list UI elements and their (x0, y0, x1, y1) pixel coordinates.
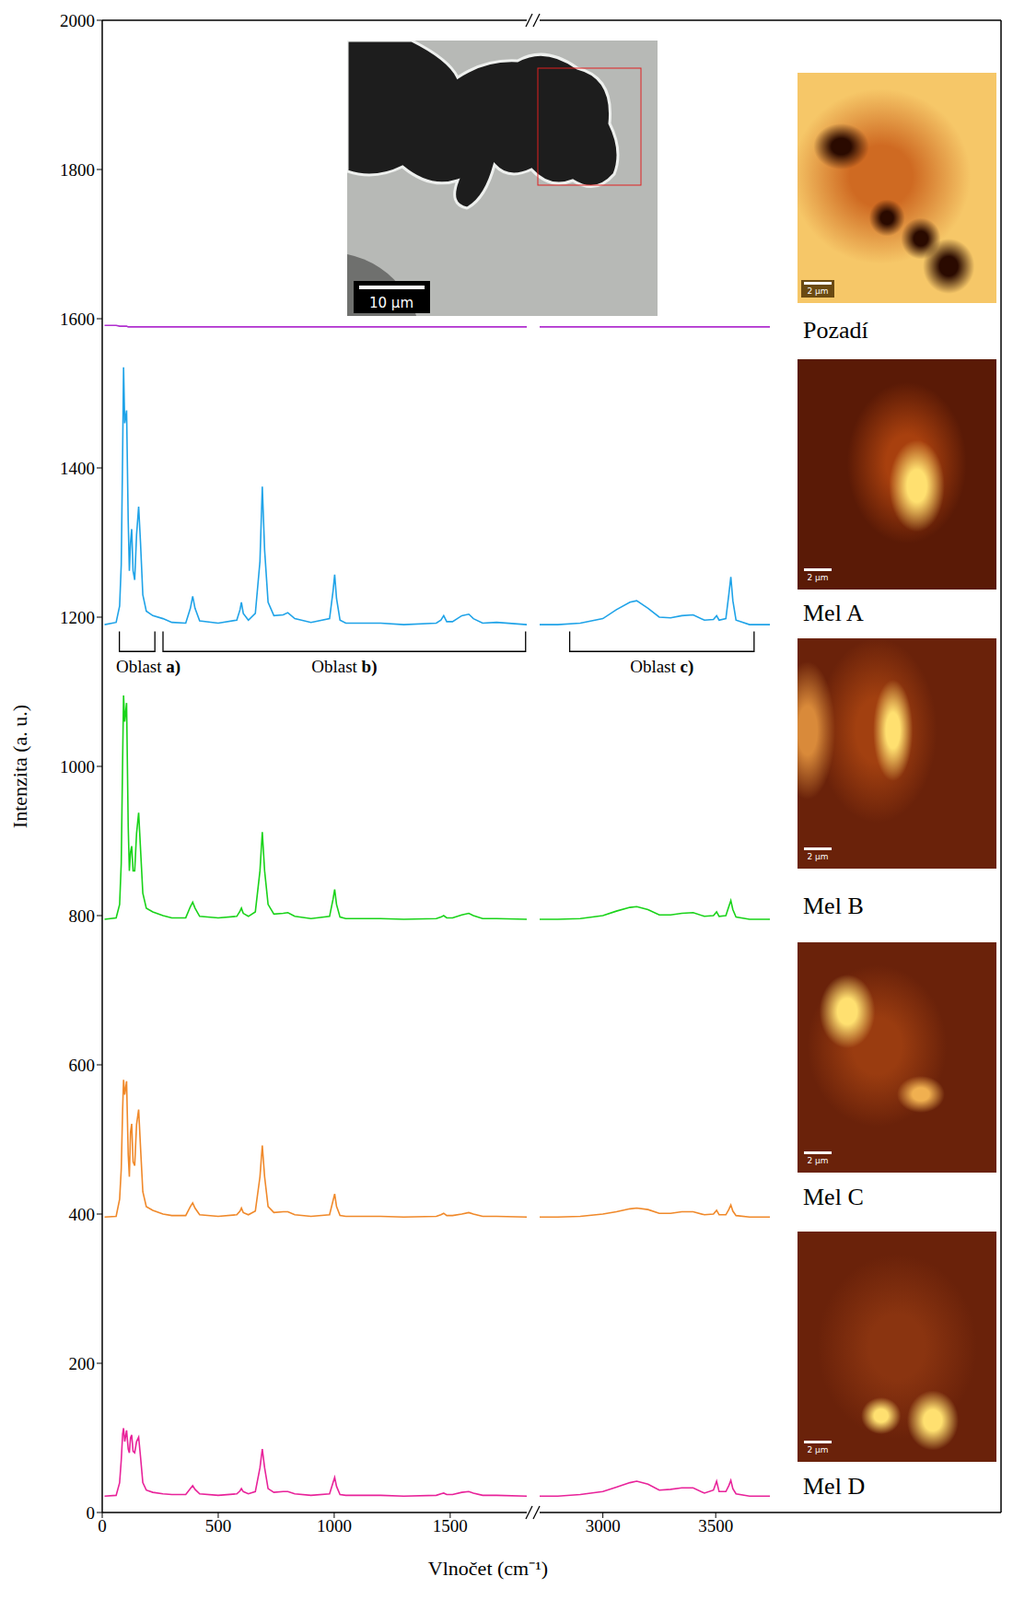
html-text:Mel B: Mel B (803, 892, 864, 920)
svg-text:3500: 3500 (698, 1515, 734, 1536)
svg-text:1000: 1000 (316, 1515, 352, 1536)
html-text:2 µm: 2 µm (807, 1444, 829, 1455)
svg-text:Oblast c): Oblast c) (629, 656, 694, 677)
html-text:2 µm: 2 µm (807, 851, 829, 862)
svg-text:Oblast a): Oblast a) (116, 656, 181, 677)
html-text:Mel C: Mel C (803, 1183, 864, 1211)
html-text:Vlnočet (cm⁻¹): Vlnočet (cm⁻¹) (428, 1556, 549, 1580)
html-text:2 µm: 2 µm (807, 286, 829, 296)
svg-text:500: 500 (205, 1515, 233, 1536)
svg-text:0: 0 (86, 1502, 96, 1523)
svg-text:3000: 3000 (585, 1515, 621, 1536)
html-text:2 µm: 2 µm (807, 572, 829, 583)
svg-text:200: 200 (69, 1353, 96, 1374)
svg-text:1500: 1500 (432, 1515, 468, 1536)
html-text:Pozadí: Pozadí (803, 316, 869, 344)
svg-text:1800: 1800 (59, 160, 95, 180)
html-text:Mel D: Mel D (803, 1472, 865, 1500)
svg-text:0: 0 (97, 1515, 107, 1536)
svg-text:1000: 1000 (59, 756, 95, 777)
html-text:Mel A: Mel A (803, 599, 864, 627)
html-text:2 µm: 2 µm (807, 1155, 829, 1165)
svg-text:2000: 2000 (59, 11, 95, 31)
svg-text:1600: 1600 (59, 309, 95, 329)
html-text:Intenzita (a. u.): Intenzita (a. u.) (8, 704, 32, 829)
svg-text:600: 600 (69, 1055, 96, 1075)
svg-text:Oblast b): Oblast b) (311, 656, 377, 677)
svg-text:10 µm: 10 µm (369, 294, 414, 312)
svg-text:400: 400 (69, 1204, 96, 1224)
svg-text:1200: 1200 (59, 607, 95, 628)
svg-text:1400: 1400 (59, 458, 95, 478)
svg-text:800: 800 (69, 906, 96, 926)
